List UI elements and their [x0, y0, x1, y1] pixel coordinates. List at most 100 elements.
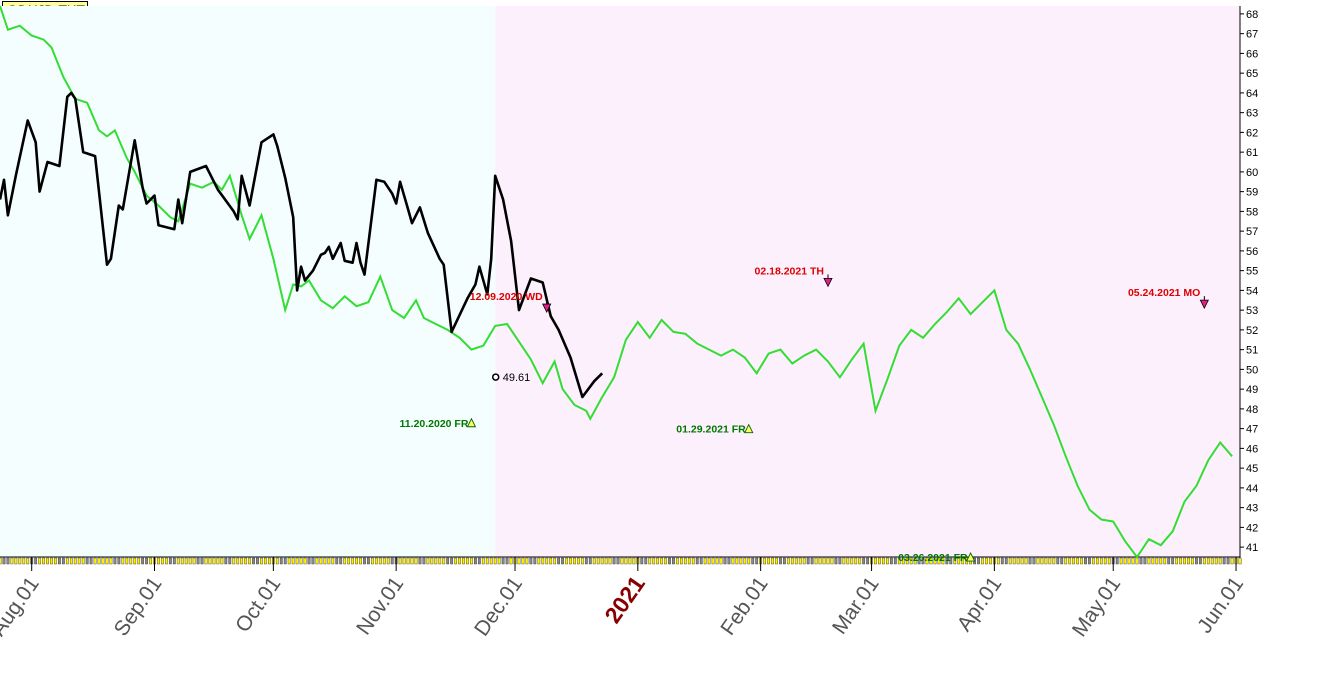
- month-label: Jun.01: [1193, 573, 1248, 638]
- price-tick-label: 50: [1246, 364, 1258, 376]
- day-tick: [1068, 557, 1072, 565]
- day-tick: [220, 557, 224, 565]
- day-tick: [1226, 557, 1230, 565]
- day-tick: [822, 557, 826, 565]
- day-tick: [517, 557, 521, 565]
- price-tick-label: 65: [1246, 68, 1258, 80]
- forecast-line: [0, 5, 1233, 559]
- day-tick: [335, 557, 339, 565]
- day-tick: [232, 557, 236, 565]
- day-tick: [287, 557, 291, 565]
- day-tick: [121, 557, 125, 565]
- month-label: Dec.01: [470, 573, 527, 641]
- day-tick: [355, 557, 358, 565]
- last-price-dot: [491, 373, 500, 381]
- day-tick: [1032, 557, 1036, 565]
- month-label: Feb.01: [716, 573, 772, 640]
- day-tick: [1179, 557, 1182, 565]
- day-tick: [1004, 557, 1008, 565]
- day-tick: [886, 557, 889, 565]
- day-tick: [1183, 557, 1186, 565]
- day-tick: [640, 557, 644, 565]
- day-tick: [561, 557, 564, 565]
- day-tick: [184, 557, 188, 565]
- day-tick: [1008, 557, 1012, 565]
- day-tick: [212, 557, 216, 565]
- day-tick: [703, 557, 707, 565]
- day-tick: [1024, 557, 1028, 565]
- day-tick: [850, 557, 854, 565]
- price-tick-label: 52: [1246, 325, 1258, 337]
- day-tick: [406, 557, 410, 565]
- trough-annotation-label: 03.26.2021 FR: [898, 552, 968, 564]
- day-tick: [1072, 557, 1076, 565]
- price-tick-label: 55: [1246, 266, 1258, 278]
- day-tick: [172, 557, 176, 565]
- day-tick: [573, 557, 576, 565]
- day-tick: [541, 557, 545, 565]
- peak-annotation-label: 05.24.2021 MO: [1128, 287, 1200, 299]
- peak-annotation-label: 02.18.2021 TH: [755, 265, 824, 277]
- day-tick: [981, 557, 984, 565]
- day-tick: [794, 557, 798, 565]
- day-tick: [723, 557, 727, 565]
- day-tick: [89, 557, 93, 565]
- day-tick: [735, 557, 739, 565]
- day-tick: [874, 557, 877, 565]
- price-tick-label: 56: [1246, 246, 1258, 258]
- day-tick: [1048, 557, 1052, 565]
- price-tick-label: 58: [1246, 206, 1258, 218]
- day-tick: [398, 557, 402, 565]
- day-tick: [252, 557, 255, 565]
- day-tick: [592, 557, 596, 565]
- day-tick: [378, 557, 382, 565]
- day-tick: [164, 557, 168, 565]
- day-tick: [307, 557, 311, 565]
- day-tick: [672, 557, 675, 565]
- day-tick: [1206, 557, 1210, 565]
- day-tick: [1119, 557, 1123, 565]
- day-tick: [747, 557, 751, 565]
- day-tick: [664, 557, 667, 565]
- day-tick: [442, 557, 446, 565]
- price-tick-label: 44: [1246, 483, 1258, 495]
- day-tick: [596, 557, 600, 565]
- day-tick: [1115, 557, 1119, 565]
- day-tick: [93, 557, 97, 565]
- date-axis-labels: Aug.01 Sep.01 Oct.01 Nov.01 Dec.01 2021 Feb.01…: [0, 557, 1248, 641]
- day-tick: [751, 557, 755, 565]
- day-tick: [624, 557, 628, 565]
- day-tick: [50, 557, 53, 565]
- trough-annotation-label: 11.20.2020 FR: [400, 418, 469, 430]
- day-tick: [61, 557, 65, 565]
- day-tick: [668, 557, 671, 565]
- day-tick: [957, 557, 961, 565]
- day-tick: [204, 557, 208, 565]
- day-tick: [279, 557, 283, 565]
- day-tick: [739, 557, 743, 565]
- day-tick: [1084, 557, 1087, 565]
- day-tick: [117, 557, 121, 565]
- day-tick: [256, 557, 259, 565]
- day-tick: [755, 557, 759, 565]
- month-label: Aug.01: [0, 573, 44, 641]
- trough-marker-icon: [466, 417, 477, 428]
- day-tick: [763, 557, 767, 565]
- day-tick: [315, 557, 319, 565]
- day-tick: [1175, 557, 1179, 565]
- day-tick: [505, 557, 509, 565]
- day-tick: [779, 557, 782, 565]
- day-tick: [1088, 557, 1091, 565]
- price-tick-label: 49: [1246, 384, 1258, 396]
- day-tick: [363, 557, 366, 565]
- day-tick: [1052, 557, 1056, 565]
- day-tick: [731, 557, 735, 565]
- day-tick: [339, 557, 343, 565]
- day-tick: [26, 557, 30, 565]
- month-label: Mar.01: [828, 573, 884, 639]
- day-tick: [1131, 557, 1135, 565]
- day-tick: [862, 557, 866, 565]
- day-tick: [303, 557, 307, 565]
- day-tick: [438, 557, 442, 565]
